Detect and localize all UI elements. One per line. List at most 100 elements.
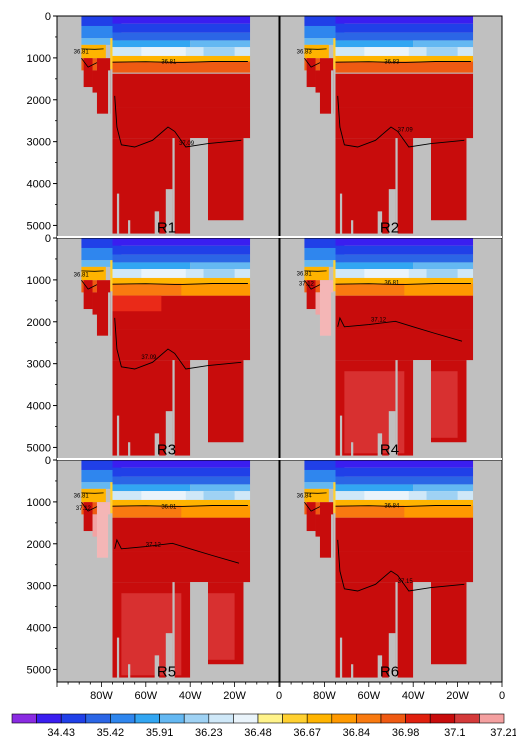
land-mask bbox=[439, 670, 445, 682]
cell bbox=[112, 476, 251, 485]
cell bbox=[112, 40, 191, 48]
colorbar-swatch bbox=[11, 713, 37, 724]
cell bbox=[335, 238, 474, 246]
land-mask bbox=[216, 670, 222, 682]
colorbar-swatch bbox=[429, 713, 456, 724]
y-tick-label: 3000 bbox=[27, 137, 51, 149]
cell bbox=[83, 58, 93, 88]
land-mask bbox=[108, 292, 111, 460]
cell bbox=[112, 467, 251, 477]
cell bbox=[306, 502, 316, 532]
cell bbox=[335, 73, 474, 108]
panel-r6: 36.84 36.84 37.15 R6 bbox=[279, 459, 503, 683]
land-mask bbox=[473, 513, 502, 682]
cell bbox=[81, 247, 122, 261]
land-mask bbox=[108, 514, 111, 682]
y-tick-label: 1000 bbox=[27, 275, 51, 287]
contour-label: 36.81 bbox=[161, 60, 177, 66]
cell bbox=[364, 269, 409, 278]
cell bbox=[190, 262, 251, 270]
cell bbox=[81, 266, 106, 281]
y-tick-label: 3000 bbox=[27, 581, 51, 593]
colorbar-swatch bbox=[183, 713, 210, 724]
colorbar-label: 36.23 bbox=[195, 727, 223, 739]
contour-label: 37.12 bbox=[76, 506, 92, 512]
land-mask bbox=[395, 360, 398, 460]
land-mask bbox=[413, 582, 431, 682]
contour-label: 36.81 bbox=[161, 504, 177, 510]
x-tick-label: 80W bbox=[90, 690, 113, 702]
cell bbox=[426, 491, 458, 500]
land-mask bbox=[280, 677, 502, 682]
cell bbox=[81, 260, 122, 267]
cell bbox=[335, 517, 474, 552]
contour-label: 37.12 bbox=[371, 317, 387, 323]
cell bbox=[112, 16, 251, 24]
cell bbox=[207, 138, 244, 221]
colorbar-swatch bbox=[454, 713, 480, 724]
cell bbox=[335, 467, 474, 477]
cell bbox=[112, 32, 251, 41]
contour-label: 37.09 bbox=[141, 355, 157, 361]
land-mask bbox=[128, 442, 131, 460]
colorbar-label: 37.1 bbox=[444, 727, 465, 739]
cell bbox=[404, 505, 474, 518]
cell bbox=[333, 38, 336, 70]
contour-line bbox=[114, 317, 242, 370]
panel-label: R4 bbox=[380, 441, 399, 458]
cell bbox=[112, 329, 251, 361]
cell bbox=[81, 25, 122, 39]
cell bbox=[430, 138, 467, 221]
land-mask bbox=[331, 514, 334, 682]
cell bbox=[141, 47, 186, 56]
cell bbox=[426, 47, 458, 56]
cell bbox=[81, 460, 122, 470]
cell bbox=[81, 482, 122, 489]
cell bbox=[110, 482, 113, 514]
cell bbox=[181, 283, 251, 296]
cell bbox=[304, 16, 345, 26]
land-mask bbox=[395, 582, 398, 682]
contour-line bbox=[335, 505, 471, 508]
contour-label: 36.81 bbox=[74, 50, 90, 56]
cell bbox=[335, 295, 474, 330]
x-tick-label: 80W bbox=[313, 690, 336, 702]
x-tick-label: 0 bbox=[276, 690, 282, 702]
colorbar-label: 36.98 bbox=[392, 727, 420, 739]
land-mask bbox=[243, 220, 251, 238]
cell bbox=[190, 40, 251, 48]
y-tick-label: 2000 bbox=[27, 95, 51, 107]
land-mask bbox=[116, 193, 120, 238]
land-mask bbox=[388, 411, 396, 460]
y-tick-label: 2000 bbox=[27, 317, 51, 329]
cell bbox=[335, 582, 414, 680]
cell bbox=[413, 40, 474, 48]
contour-line bbox=[304, 501, 321, 512]
cell bbox=[141, 269, 186, 278]
colorbar-swatch bbox=[233, 713, 259, 724]
y-tick-label: 5000 bbox=[27, 664, 51, 676]
cell bbox=[304, 238, 345, 248]
y-tick-label: 1000 bbox=[27, 497, 51, 509]
y-tick-label: 2000 bbox=[27, 539, 51, 551]
contour-line bbox=[114, 95, 242, 148]
colorbar-swatch bbox=[134, 713, 160, 724]
cell bbox=[112, 484, 191, 492]
cell bbox=[404, 283, 474, 296]
cell bbox=[203, 491, 235, 500]
colorbar-swatch bbox=[159, 713, 185, 724]
land-mask bbox=[154, 655, 160, 682]
land-mask bbox=[250, 460, 255, 514]
cell bbox=[304, 38, 345, 45]
cell bbox=[304, 482, 345, 489]
land-mask bbox=[108, 70, 111, 238]
land-mask bbox=[216, 448, 222, 460]
y-tick-label: 0 bbox=[45, 11, 51, 23]
cell bbox=[112, 55, 251, 62]
contour-line bbox=[112, 283, 248, 286]
colorbar-swatch bbox=[208, 713, 234, 724]
cell bbox=[190, 484, 251, 492]
cell bbox=[112, 23, 251, 33]
colorbar-swatch bbox=[257, 713, 283, 724]
colorbar-label: 37.21 bbox=[490, 727, 516, 739]
